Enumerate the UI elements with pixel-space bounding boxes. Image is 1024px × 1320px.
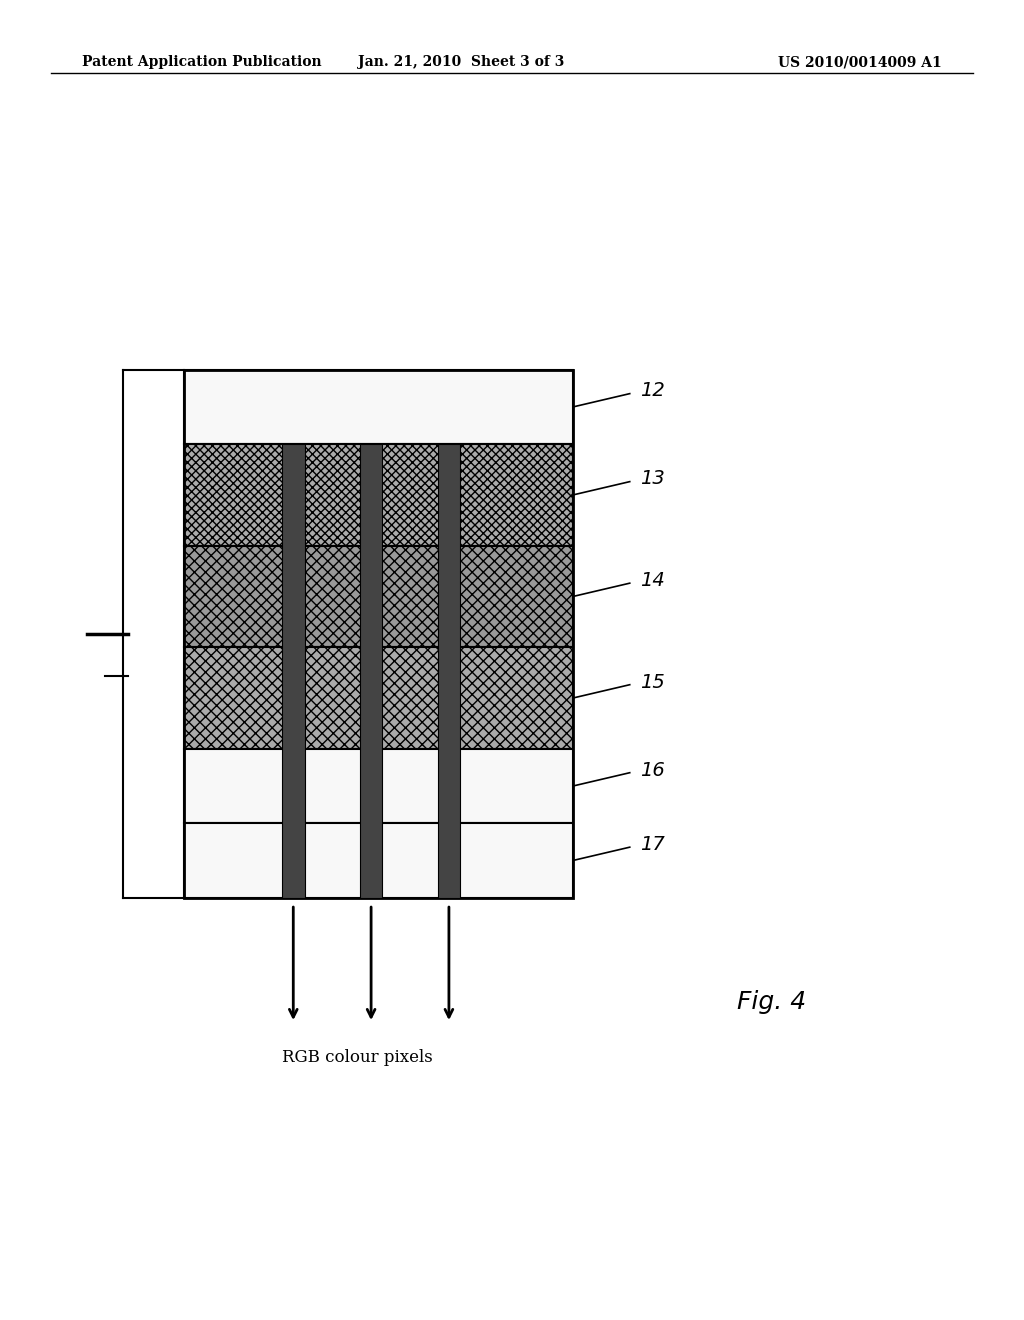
Bar xyxy=(184,545,573,647)
Text: Fig. 4: Fig. 4 xyxy=(737,990,807,1014)
Bar xyxy=(184,444,573,545)
Text: 16: 16 xyxy=(640,760,665,780)
Bar xyxy=(184,370,573,898)
Text: 17: 17 xyxy=(640,836,665,854)
Text: Patent Application Publication: Patent Application Publication xyxy=(82,55,322,70)
Bar xyxy=(282,444,304,898)
Bar xyxy=(437,444,460,898)
Text: 15: 15 xyxy=(640,673,665,692)
Text: Jan. 21, 2010  Sheet 3 of 3: Jan. 21, 2010 Sheet 3 of 3 xyxy=(357,55,564,70)
Text: RGB colour pixels: RGB colour pixels xyxy=(282,1049,432,1067)
Text: US 2010/0014009 A1: US 2010/0014009 A1 xyxy=(778,55,942,70)
Bar xyxy=(359,444,382,898)
Bar xyxy=(184,748,573,824)
Bar xyxy=(184,824,573,898)
Text: 12: 12 xyxy=(640,381,665,400)
Text: 14: 14 xyxy=(640,572,665,590)
Text: 13: 13 xyxy=(640,470,665,488)
Bar xyxy=(184,647,573,748)
Bar xyxy=(184,370,573,444)
